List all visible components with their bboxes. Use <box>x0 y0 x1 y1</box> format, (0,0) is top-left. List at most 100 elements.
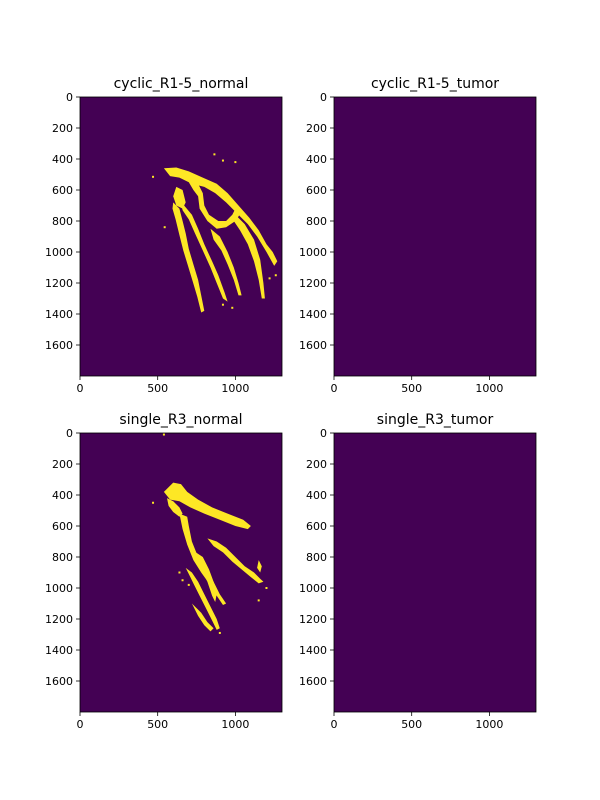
foreground-speck <box>163 226 166 229</box>
y-tick-label: 1600 <box>299 339 327 352</box>
x-tick-label: 500 <box>147 718 168 731</box>
y-tick-label: 1000 <box>45 246 73 259</box>
foreground-speck <box>213 153 216 156</box>
y-tick-label: 1600 <box>45 675 73 688</box>
foreground-speck <box>218 631 221 634</box>
y-tick-label: 600 <box>306 520 327 533</box>
y-tick-label: 800 <box>306 215 327 228</box>
foreground-speck <box>152 175 155 178</box>
x-tick-label: 0 <box>331 718 338 731</box>
axes-frame <box>79 432 283 713</box>
foreground-speck <box>181 579 184 582</box>
axes-frame <box>79 96 283 377</box>
heatmap-image <box>80 97 282 376</box>
y-tick-label: 200 <box>52 122 73 135</box>
x-tick-label: 1000 <box>221 718 249 731</box>
y-tick-label: 600 <box>306 184 327 197</box>
axes-frame <box>333 96 537 377</box>
foreground-region <box>163 167 278 266</box>
subplot-title: cyclic_R1-5_normal <box>114 76 249 92</box>
foreground-region <box>193 550 217 602</box>
foreground-speck <box>162 433 165 436</box>
y-tick-label: 200 <box>306 122 327 135</box>
foreground-region <box>179 196 228 302</box>
axes-frame <box>333 432 537 713</box>
y-tick-label: 1000 <box>299 582 327 595</box>
y-tick-label: 1400 <box>299 644 327 657</box>
y-tick-label: 0 <box>66 427 73 440</box>
y-tick-label: 400 <box>306 489 327 502</box>
y-tick-label: 0 <box>320 427 327 440</box>
subplot-title: single_R3_normal <box>119 412 242 428</box>
x-tick-label: 1000 <box>475 718 503 731</box>
foreground-region <box>167 498 183 517</box>
foreground-region <box>185 567 220 630</box>
foreground-region <box>173 186 186 209</box>
y-tick-label: 0 <box>66 91 73 104</box>
foreground-speck <box>234 161 237 164</box>
y-tick-label: 1400 <box>45 644 73 657</box>
heatmap-image <box>334 433 536 712</box>
y-tick-label: 1200 <box>45 613 73 626</box>
y-tick-label: 200 <box>52 458 73 471</box>
foreground-speck <box>152 501 155 504</box>
axes: 0 500 1000 0 200 400 600 800 1000 1200 1400 1600 <box>299 91 537 395</box>
foreground-speck <box>257 599 260 602</box>
foreground-region <box>233 214 265 299</box>
foreground-region <box>172 202 205 313</box>
y-tick-label: 600 <box>52 520 73 533</box>
y-tick-label: 1200 <box>299 277 327 290</box>
y-tick-label: 1200 <box>45 277 73 290</box>
y-tick-label: 0 <box>320 91 327 104</box>
foreground-region <box>188 182 242 229</box>
y-tick-label: 800 <box>52 551 73 564</box>
foreground-region <box>207 538 264 584</box>
y-tick-label: 400 <box>306 153 327 166</box>
foreground-region <box>179 513 227 605</box>
x-tick-label: 500 <box>401 718 422 731</box>
x-tick-label: 1000 <box>475 382 503 395</box>
heatmap-image <box>80 433 282 712</box>
foreground-speck <box>187 583 190 586</box>
y-tick-label: 1600 <box>45 339 73 352</box>
x-tick-label: 0 <box>331 382 338 395</box>
y-tick-label: 600 <box>52 184 73 197</box>
y-tick-label: 1200 <box>299 613 327 626</box>
x-tick-label: 1000 <box>221 382 249 395</box>
y-tick-label: 1400 <box>299 308 327 321</box>
background-class-fill <box>334 97 536 376</box>
foreground-region <box>210 228 242 296</box>
y-tick-label: 1000 <box>299 246 327 259</box>
x-tick-label: 500 <box>147 382 168 395</box>
foreground-region <box>163 482 251 530</box>
heatmap-image <box>334 97 536 376</box>
y-tick-label: 1600 <box>299 675 327 688</box>
foreground-speck <box>274 274 277 277</box>
background-class-fill <box>334 433 536 712</box>
subplot-single-tumor: single_R3_tumor 0 500 1000 0 200 400 600 800 100… <box>299 412 537 731</box>
foreground-region <box>257 560 262 573</box>
axes: 0 500 1000 0 200 400 600 800 1000 1200 1400 1600 <box>45 427 283 731</box>
foreground-region <box>191 603 214 632</box>
subplot-title: cyclic_R1-5_tumor <box>371 76 499 92</box>
axes: 0 500 1000 0 200 400 600 800 1000 1200 1400 1600 <box>45 91 283 395</box>
axes: 0 500 1000 0 200 400 600 800 1000 1200 1400 1600 <box>299 427 537 731</box>
subplot-title: single_R3_tumor <box>377 412 494 428</box>
x-tick-label: 500 <box>401 382 422 395</box>
y-tick-label: 1400 <box>45 308 73 321</box>
foreground-speck <box>221 303 224 306</box>
y-tick-label: 200 <box>306 458 327 471</box>
y-tick-label: 400 <box>52 489 73 502</box>
subplot-cyclic-normal: cyclic_R1-5_normal 0 500 1000 0 200 400 600 800… <box>45 76 283 395</box>
subplot-single-normal: single_R3_normal 0 500 1000 0 200 400 600 800 10… <box>45 412 283 731</box>
x-tick-label: 0 <box>77 718 84 731</box>
foreground-speck <box>268 277 271 280</box>
y-tick-label: 800 <box>52 215 73 228</box>
subplot-cyclic-tumor: cyclic_R1-5_tumor 0 500 1000 0 200 400 600 800 1… <box>299 76 537 395</box>
y-tick-label: 400 <box>52 153 73 166</box>
foreground-speck <box>178 571 181 574</box>
y-tick-label: 800 <box>306 551 327 564</box>
y-tick-label: 1000 <box>45 582 73 595</box>
foreground-speck <box>265 587 268 589</box>
